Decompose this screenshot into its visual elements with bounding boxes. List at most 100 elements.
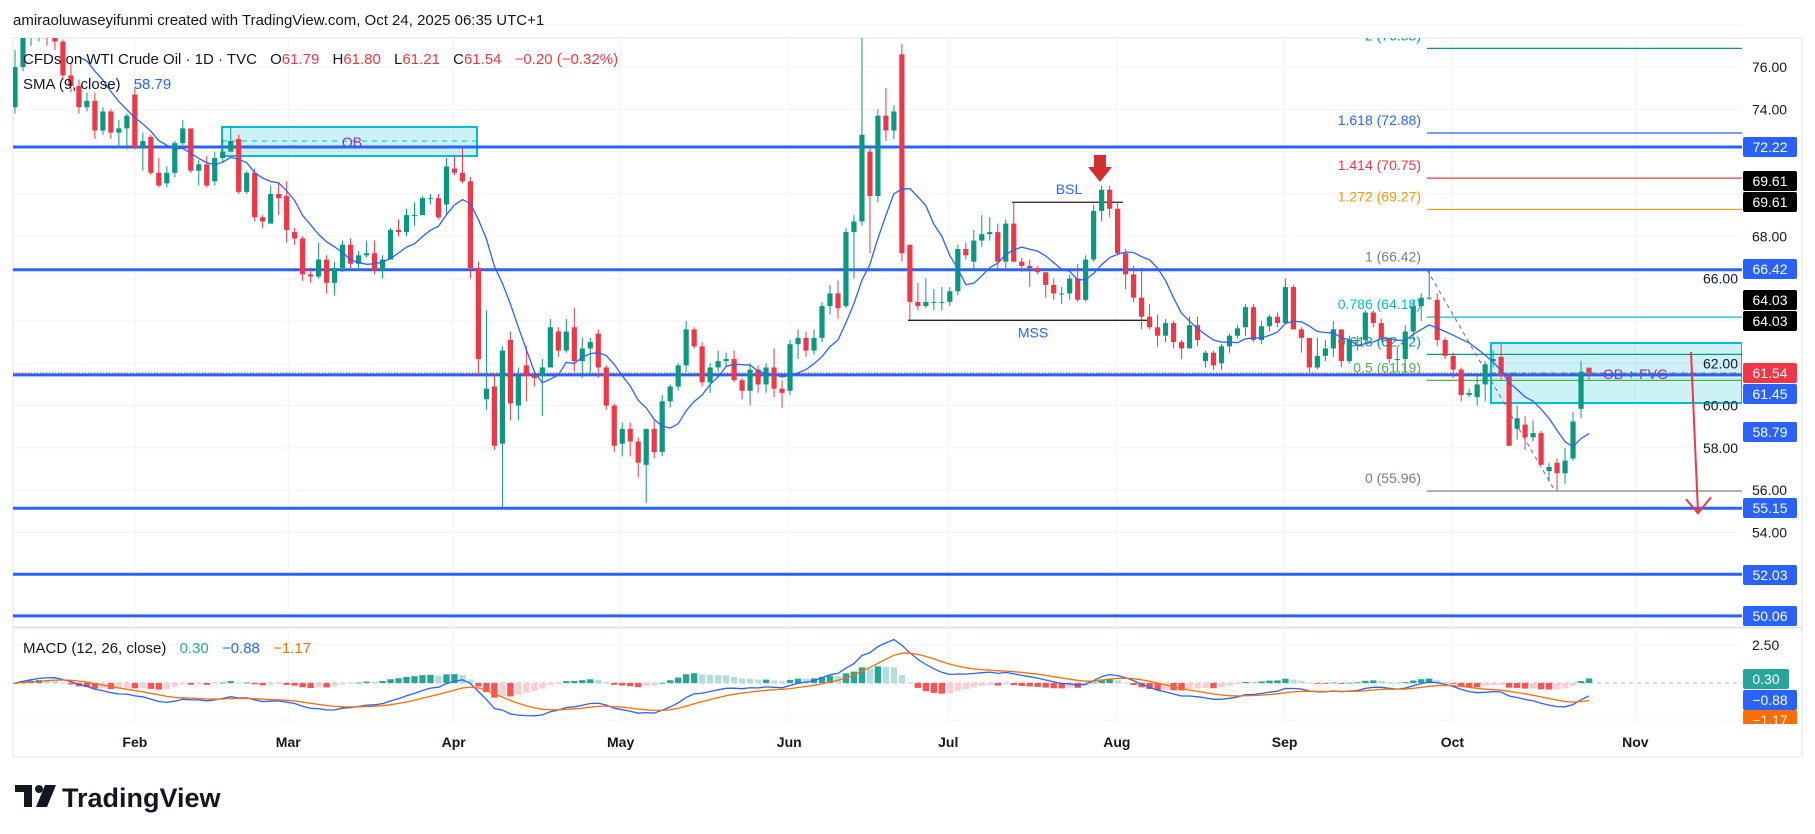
candle[interactable] [1514,405,1520,440]
candle[interactable] [859,35,865,226]
candle[interactable] [363,240,370,258]
candle[interactable] [491,373,497,451]
candle[interactable] [1298,327,1304,353]
candle[interactable] [963,242,969,260]
candle[interactable] [667,384,673,408]
candle[interactable] [1091,204,1097,262]
candle[interactable] [1586,367,1592,380]
candle[interactable] [332,261,338,296]
candle[interactable] [1210,350,1217,370]
candle[interactable] [172,141,178,178]
candle[interactable] [979,215,985,247]
candle[interactable] [1146,304,1153,330]
candle[interactable] [731,350,737,383]
price-marker[interactable]: 64.03 [1743,311,1797,331]
candle[interactable] [1099,185,1105,222]
candle[interactable] [1410,299,1416,340]
candle[interactable] [1442,337,1448,360]
candle[interactable] [947,287,953,307]
candle[interactable] [268,185,274,224]
candle[interactable] [1035,265,1041,275]
candle[interactable] [811,329,817,355]
candle[interactable] [395,219,402,237]
candle[interactable] [723,352,729,368]
candle[interactable] [1330,320,1336,357]
candle[interactable] [587,337,593,374]
candle[interactable] [691,327,697,349]
candle[interactable] [1290,284,1296,330]
candle[interactable] [1426,269,1432,300]
candle[interactable] [595,329,601,379]
candle[interactable] [1370,310,1376,328]
candle[interactable] [603,365,609,410]
candle[interactable] [371,240,378,275]
candle[interactable] [236,134,242,194]
candle[interactable] [1250,304,1257,343]
candle[interactable] [204,155,210,188]
candle[interactable] [931,289,937,311]
candle[interactable] [627,422,633,457]
candle[interactable] [92,92,98,139]
candle[interactable] [1154,314,1161,347]
candle[interactable] [84,92,90,112]
candle[interactable] [875,109,881,203]
candle[interactable] [252,168,258,222]
candle[interactable] [547,318,553,368]
candle[interactable] [563,318,569,353]
candle[interactable] [675,363,681,391]
symbol-name[interactable]: CFDs on WTI Crude Oil · 1D · TVC [23,51,257,68]
candle[interactable] [1314,337,1320,370]
candle[interactable] [1450,352,1456,379]
candle[interactable] [244,170,250,194]
candle[interactable] [403,208,410,237]
candle[interactable] [635,437,641,478]
candle[interactable] [1546,462,1552,482]
candle[interactable] [1178,339,1185,360]
candle[interactable] [571,308,577,372]
candle[interactable] [1362,310,1368,345]
candle[interactable] [939,287,945,311]
candle[interactable] [1067,274,1073,300]
tradingview-logo[interactable]: TradingView [15,783,222,813]
candle[interactable] [1394,346,1400,372]
candle[interactable] [1019,257,1025,273]
candle[interactable] [483,310,490,410]
candle[interactable] [1226,333,1233,353]
candle[interactable] [1131,265,1137,302]
symbol-legend[interactable]: CFDs on WTI Crude Oil · 1D · TVC O61.79 … [23,51,618,68]
candle[interactable] [347,238,354,269]
candle[interactable] [339,240,346,273]
candle[interactable] [819,301,825,343]
candle[interactable] [987,217,993,241]
candle[interactable] [747,363,753,406]
candle[interactable] [1578,361,1584,419]
sma-label[interactable]: SMA (9, close) [23,76,121,93]
candle[interactable] [739,378,745,400]
candle[interactable] [443,158,450,216]
candle[interactable] [1506,373,1512,446]
candle[interactable] [1338,329,1344,368]
candle[interactable] [1434,293,1440,347]
price-marker[interactable]: 58.79 [1743,422,1797,442]
candle[interactable] [132,88,138,150]
candle[interactable] [1115,202,1121,256]
candle[interactable] [891,105,897,139]
time-axis[interactable]: Feb Mar Apr May Jun Jul Aug Sep Oct Nov [122,734,1648,750]
candle[interactable] [419,196,426,216]
candle[interactable] [1234,325,1241,338]
price-axis[interactable]: 72.22 69.61 69.61 66.42 64.03 64.03 61.54 61.45… [1703,59,1797,626]
bearish-arrow-icon[interactable] [1088,155,1112,182]
candle[interactable] [923,278,929,309]
candle[interactable] [308,268,314,283]
candle[interactable] [1003,219,1009,269]
candle[interactable] [355,251,362,271]
candle[interactable] [1498,344,1504,381]
candle[interactable] [116,119,122,148]
candle[interactable] [108,109,114,139]
candle[interactable] [124,113,130,150]
candle[interactable] [699,342,705,387]
macd-marker[interactable]: −1.17 [1743,710,1797,730]
candle[interactable] [324,255,330,294]
candle[interactable] [643,428,649,503]
candle[interactable] [1258,320,1265,345]
